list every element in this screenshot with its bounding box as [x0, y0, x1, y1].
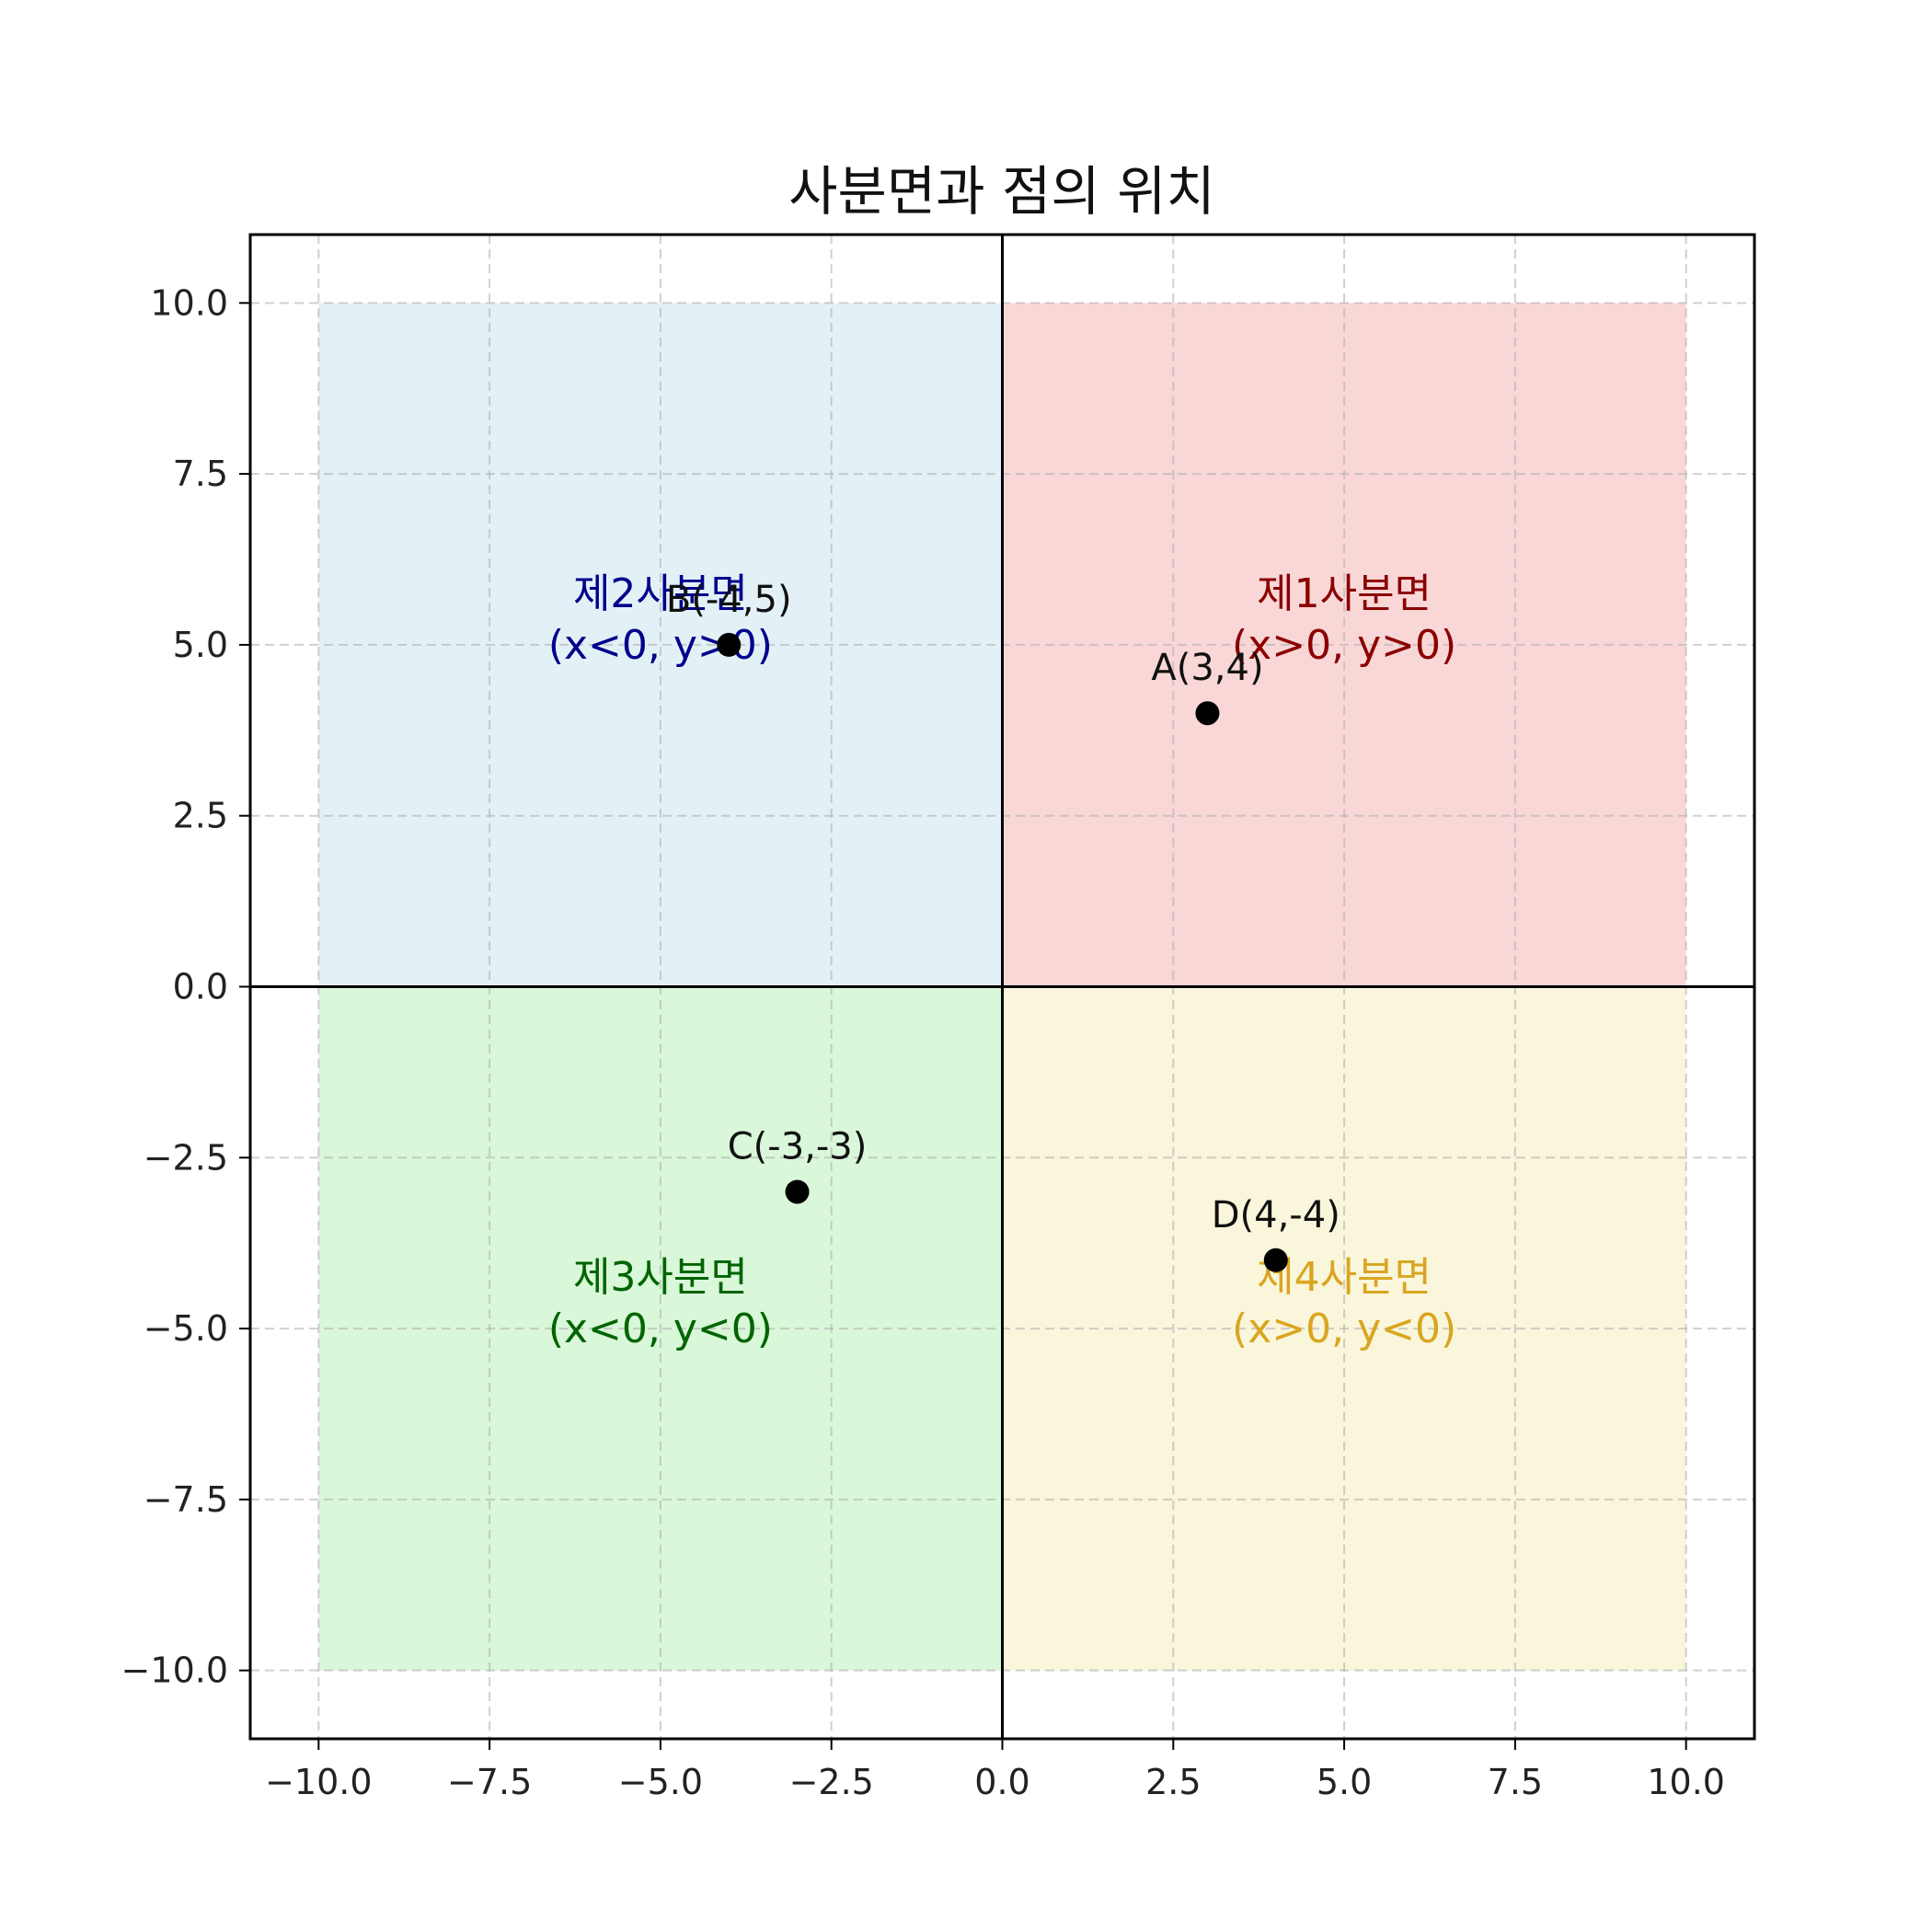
point-A — [1195, 701, 1220, 726]
y-tick-label: 0.0 — [173, 967, 228, 1007]
y-tick-label: 7.5 — [173, 454, 228, 494]
x-tick-label: 7.5 — [1488, 1762, 1543, 1802]
quadrant-label-q4-condition: (x>0, y<0) — [1232, 1305, 1456, 1352]
x-tick-label: 2.5 — [1145, 1762, 1201, 1802]
point-D — [1263, 1248, 1288, 1272]
quadrant-label-q3-condition: (x<0, y<0) — [548, 1305, 773, 1352]
y-tick-label: −10.0 — [121, 1650, 228, 1691]
y-tick-label: −7.5 — [144, 1479, 228, 1520]
point-label-B: B(-4,5) — [666, 579, 792, 621]
quadrant-label-q1-condition: (x>0, y>0) — [1232, 622, 1456, 669]
point-labels: A(3,4) B(-4,5) C(-3,-3) D(4,-4) — [666, 579, 1340, 1236]
chart-title: 사분면과 점의 위치 — [788, 160, 1215, 223]
y-tick-label: −5.0 — [144, 1308, 228, 1349]
x-tick-label: −2.5 — [789, 1762, 874, 1802]
point-label-A: A(3,4) — [1151, 647, 1263, 689]
y-tick-label: 2.5 — [173, 796, 228, 836]
point-B — [717, 632, 742, 657]
x-tick-label: 0.0 — [974, 1762, 1029, 1802]
quadrant-labels: 제1사분면(x>0, y>0)제2사분면(x<0, y>0)제3사분면(x<0,… — [548, 570, 1456, 1352]
quadrant-label-q3-title: 제3사분면 — [573, 1254, 748, 1301]
x-axis-ticks: −10.0 −7.5 −5.0 −2.5 0.0 2.5 5.0 7.5 10.0 — [265, 1739, 1725, 1802]
x-tick-label: 10.0 — [1647, 1762, 1725, 1802]
quadrant-label-q1-title: 제1사분면 — [1257, 570, 1432, 617]
point-label-C: C(-3,-3) — [728, 1125, 868, 1167]
zero-axes — [250, 235, 1754, 1739]
quadrant-label-q2-title: 제2사분면 — [573, 570, 748, 617]
x-tick-label: 5.0 — [1317, 1762, 1372, 1802]
point-label-D: D(4,-4) — [1212, 1194, 1340, 1236]
point-C — [785, 1179, 810, 1204]
y-tick-label: 10.0 — [150, 282, 228, 323]
y-tick-label: 5.0 — [173, 625, 228, 665]
x-tick-label: −10.0 — [265, 1762, 372, 1802]
x-tick-label: −7.5 — [447, 1762, 532, 1802]
y-tick-label: −2.5 — [144, 1137, 228, 1178]
y-axis-ticks: −10.0 −7.5 −5.0 −2.5 0.0 2.5 5.0 7.5 10.0 — [121, 282, 250, 1691]
x-tick-label: −5.0 — [618, 1762, 703, 1802]
data-points — [717, 632, 1288, 1272]
